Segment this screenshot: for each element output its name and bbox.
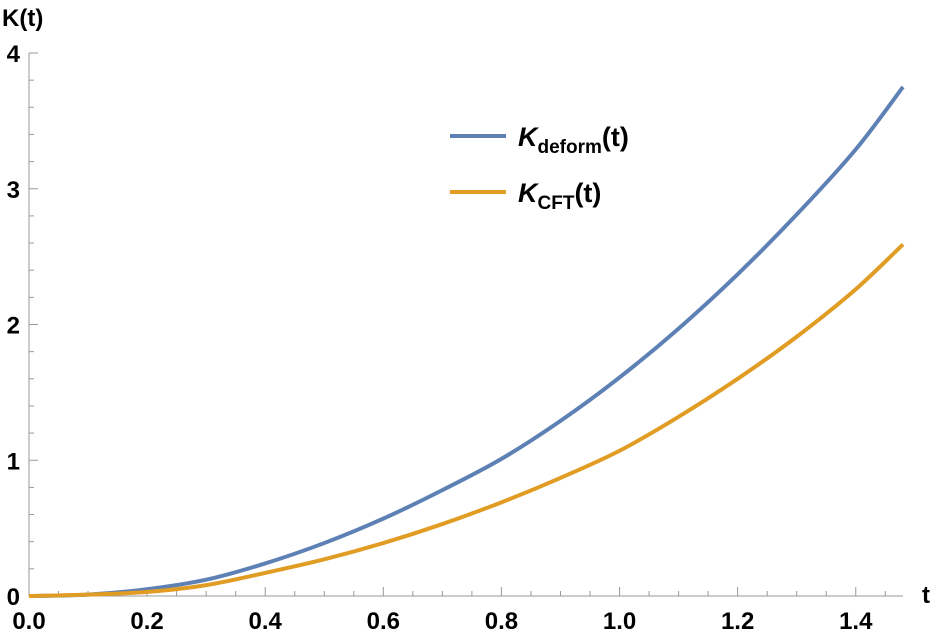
x-axis-label: t xyxy=(922,582,930,609)
y-tick-label: 3 xyxy=(7,177,20,204)
series-line-deform xyxy=(28,85,905,598)
series-line-cft xyxy=(28,242,905,598)
y-axis-label: K(t) xyxy=(2,5,43,32)
y-tick-label: 2 xyxy=(7,313,20,340)
x-tick-label: 0.4 xyxy=(249,608,283,635)
x-tick-label: 1.4 xyxy=(839,608,873,635)
series-layer xyxy=(28,85,905,598)
legend-entry-cft: KCFT(t) xyxy=(518,178,601,214)
y-tick-label: 1 xyxy=(7,448,20,475)
x-tick-label: 0.8 xyxy=(485,608,518,635)
x-tick-label: 0.2 xyxy=(130,608,163,635)
legend-entry-deform: Kdeform(t) xyxy=(518,122,629,158)
x-tick-label: 0.6 xyxy=(367,608,400,635)
axes-layer: 0.0 0.2 0.4 0.6 0.8 1.0 1.2 1.4 0 1 2 3 4 xyxy=(7,41,903,635)
legend: Kdeform(t) KCFT(t) xyxy=(450,122,629,214)
x-tick-label: 1.2 xyxy=(721,608,754,635)
x-tick-label: 1.0 xyxy=(603,608,636,635)
y-tick-label: 4 xyxy=(7,41,21,68)
y-tick-label: 0 xyxy=(7,584,20,611)
x-tick-label: 0.0 xyxy=(12,608,45,635)
